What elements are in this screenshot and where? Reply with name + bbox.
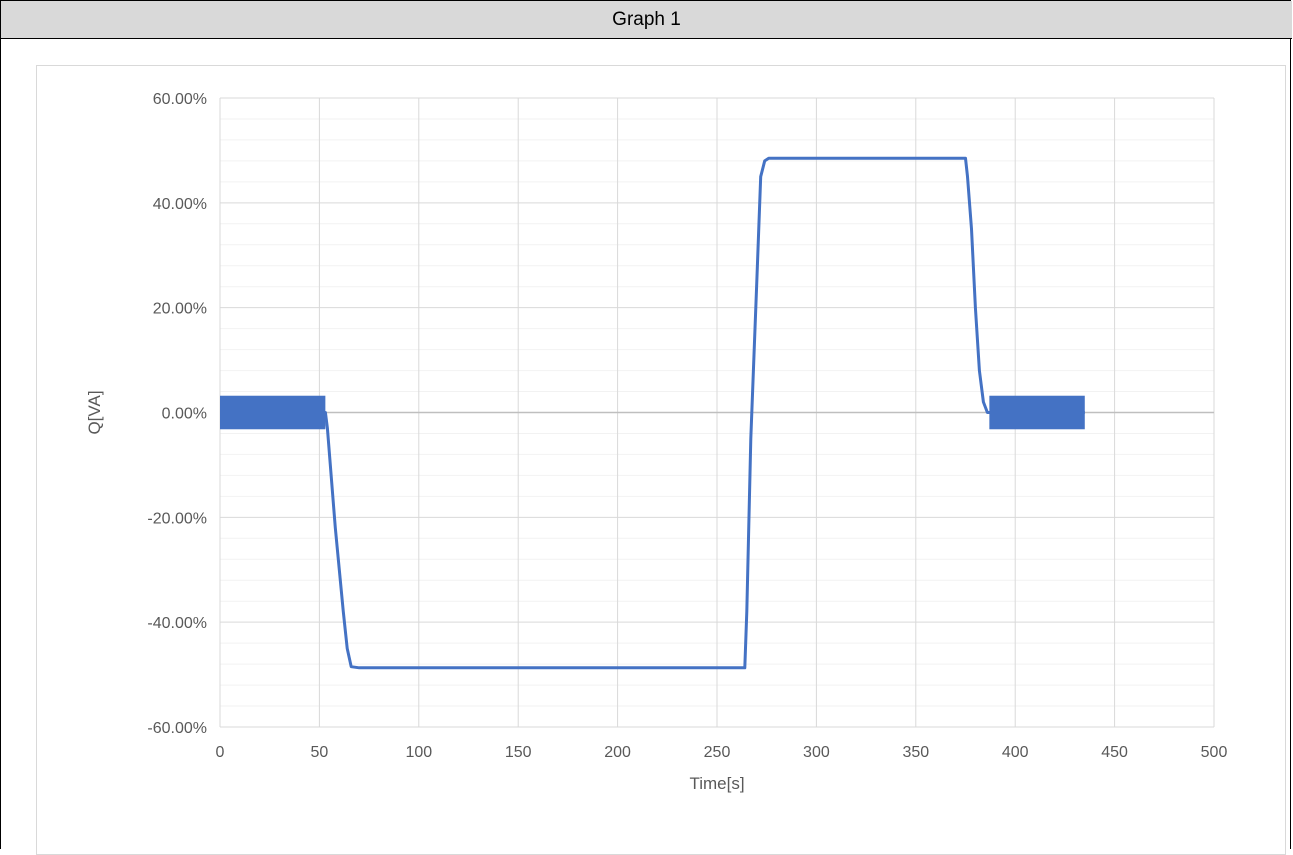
y-tick-label: 20.00%	[153, 301, 207, 318]
x-axis-title: Time[s]	[689, 774, 744, 793]
graph-title: Graph 1	[612, 8, 681, 30]
x-tick-label: 500	[1201, 744, 1228, 761]
graph-header: Graph 1	[1, 1, 1292, 39]
y-tick-label: -20.00%	[147, 510, 207, 527]
y-tick-label: 0.00%	[162, 406, 207, 423]
x-tick-label: 350	[902, 744, 929, 761]
x-tick-label: 0	[216, 744, 225, 761]
y-tick-label: 40.00%	[153, 196, 207, 213]
x-tick-label: 200	[604, 744, 631, 761]
y-tick-label: 60.00%	[153, 91, 207, 108]
y-tick-label: -40.00%	[147, 615, 207, 632]
x-tick-label: 300	[803, 744, 830, 761]
x-tick-label: 400	[1002, 744, 1029, 761]
x-tick-label: 50	[311, 744, 329, 761]
x-tick-label: 100	[405, 744, 432, 761]
series-line	[220, 156, 1085, 670]
x-tick-label: 450	[1101, 744, 1128, 761]
x-tick-label: 250	[704, 744, 731, 761]
chart-area	[36, 65, 1286, 855]
series-group	[220, 156, 1085, 670]
x-tick-label: 150	[505, 744, 532, 761]
y-tick-label: -60.00%	[147, 720, 207, 737]
y-axis-title: Q[VA]	[85, 390, 104, 434]
y-tick-labels: 60.00% 40.00% 20.00% 0.00% -20.00% -40.00% -60…	[147, 91, 207, 737]
x-tick-labels: 0 50 100 150 200 250 300 350 400 450 500	[216, 744, 1228, 761]
